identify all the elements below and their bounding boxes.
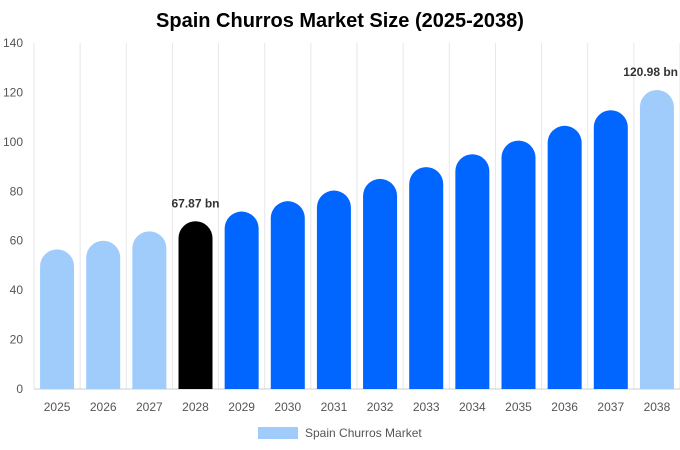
data-labels: 67.87 bn 120.98 bn bbox=[171, 65, 678, 210]
bar-2034[interactable] bbox=[455, 154, 490, 389]
bar-2038[interactable] bbox=[639, 90, 674, 390]
bar-2031[interactable] bbox=[316, 190, 351, 389]
x-tick-label: 2038 bbox=[644, 400, 671, 414]
x-tick-label: 2032 bbox=[367, 400, 394, 414]
x-tick-label: 2031 bbox=[321, 400, 348, 414]
bar-2035[interactable] bbox=[501, 140, 536, 389]
bar-2037[interactable] bbox=[593, 110, 628, 390]
grid-lines bbox=[33, 43, 680, 389]
data-label-2028: 67.87 bn bbox=[171, 196, 219, 210]
bar-2025[interactable] bbox=[40, 249, 75, 389]
bars bbox=[40, 90, 674, 390]
legend[interactable]: Spain Churros Market bbox=[258, 426, 422, 440]
bar-2027[interactable] bbox=[132, 231, 167, 389]
x-tick-label: 2027 bbox=[136, 400, 163, 414]
y-axis-ticks: 0 20 40 60 80 100 120 140 bbox=[3, 36, 23, 396]
data-label-2038: 120.98 bn bbox=[623, 65, 678, 79]
y-tick-label: 20 bbox=[10, 333, 24, 347]
legend-swatch bbox=[258, 427, 298, 439]
x-tick-label: 2030 bbox=[274, 400, 301, 414]
x-axis-ticks: 2025 2026 2027 2028 2029 2030 2031 2032 2033 2034… bbox=[44, 400, 671, 414]
bar-2036[interactable] bbox=[547, 125, 582, 390]
bar-2033[interactable] bbox=[409, 167, 444, 389]
y-tick-label: 80 bbox=[10, 184, 24, 198]
x-tick-label: 2028 bbox=[182, 400, 209, 414]
y-tick-label: 60 bbox=[10, 234, 24, 248]
bar-2032[interactable] bbox=[363, 178, 398, 389]
x-tick-label: 2035 bbox=[505, 400, 532, 414]
x-tick-label: 2034 bbox=[459, 400, 486, 414]
y-tick-label: 120 bbox=[3, 85, 23, 99]
chart-title: Spain Churros Market Size (2025-2038) bbox=[156, 10, 524, 32]
x-tick-label: 2029 bbox=[228, 400, 255, 414]
x-tick-label: 2033 bbox=[413, 400, 440, 414]
bar-2030[interactable] bbox=[270, 201, 305, 389]
bar-2026[interactable] bbox=[86, 240, 121, 389]
bar-2028[interactable] bbox=[178, 221, 213, 389]
y-tick-label: 140 bbox=[3, 36, 23, 50]
bar-2029[interactable] bbox=[224, 211, 259, 389]
y-tick-label: 40 bbox=[10, 283, 24, 297]
y-tick-label: 0 bbox=[16, 382, 23, 396]
x-tick-label: 2026 bbox=[90, 400, 117, 414]
x-tick-label: 2025 bbox=[44, 400, 71, 414]
x-tick-label: 2037 bbox=[597, 400, 624, 414]
legend-label: Spain Churros Market bbox=[305, 426, 422, 440]
x-tick-label: 2036 bbox=[551, 400, 578, 414]
y-tick-label: 100 bbox=[3, 135, 23, 149]
